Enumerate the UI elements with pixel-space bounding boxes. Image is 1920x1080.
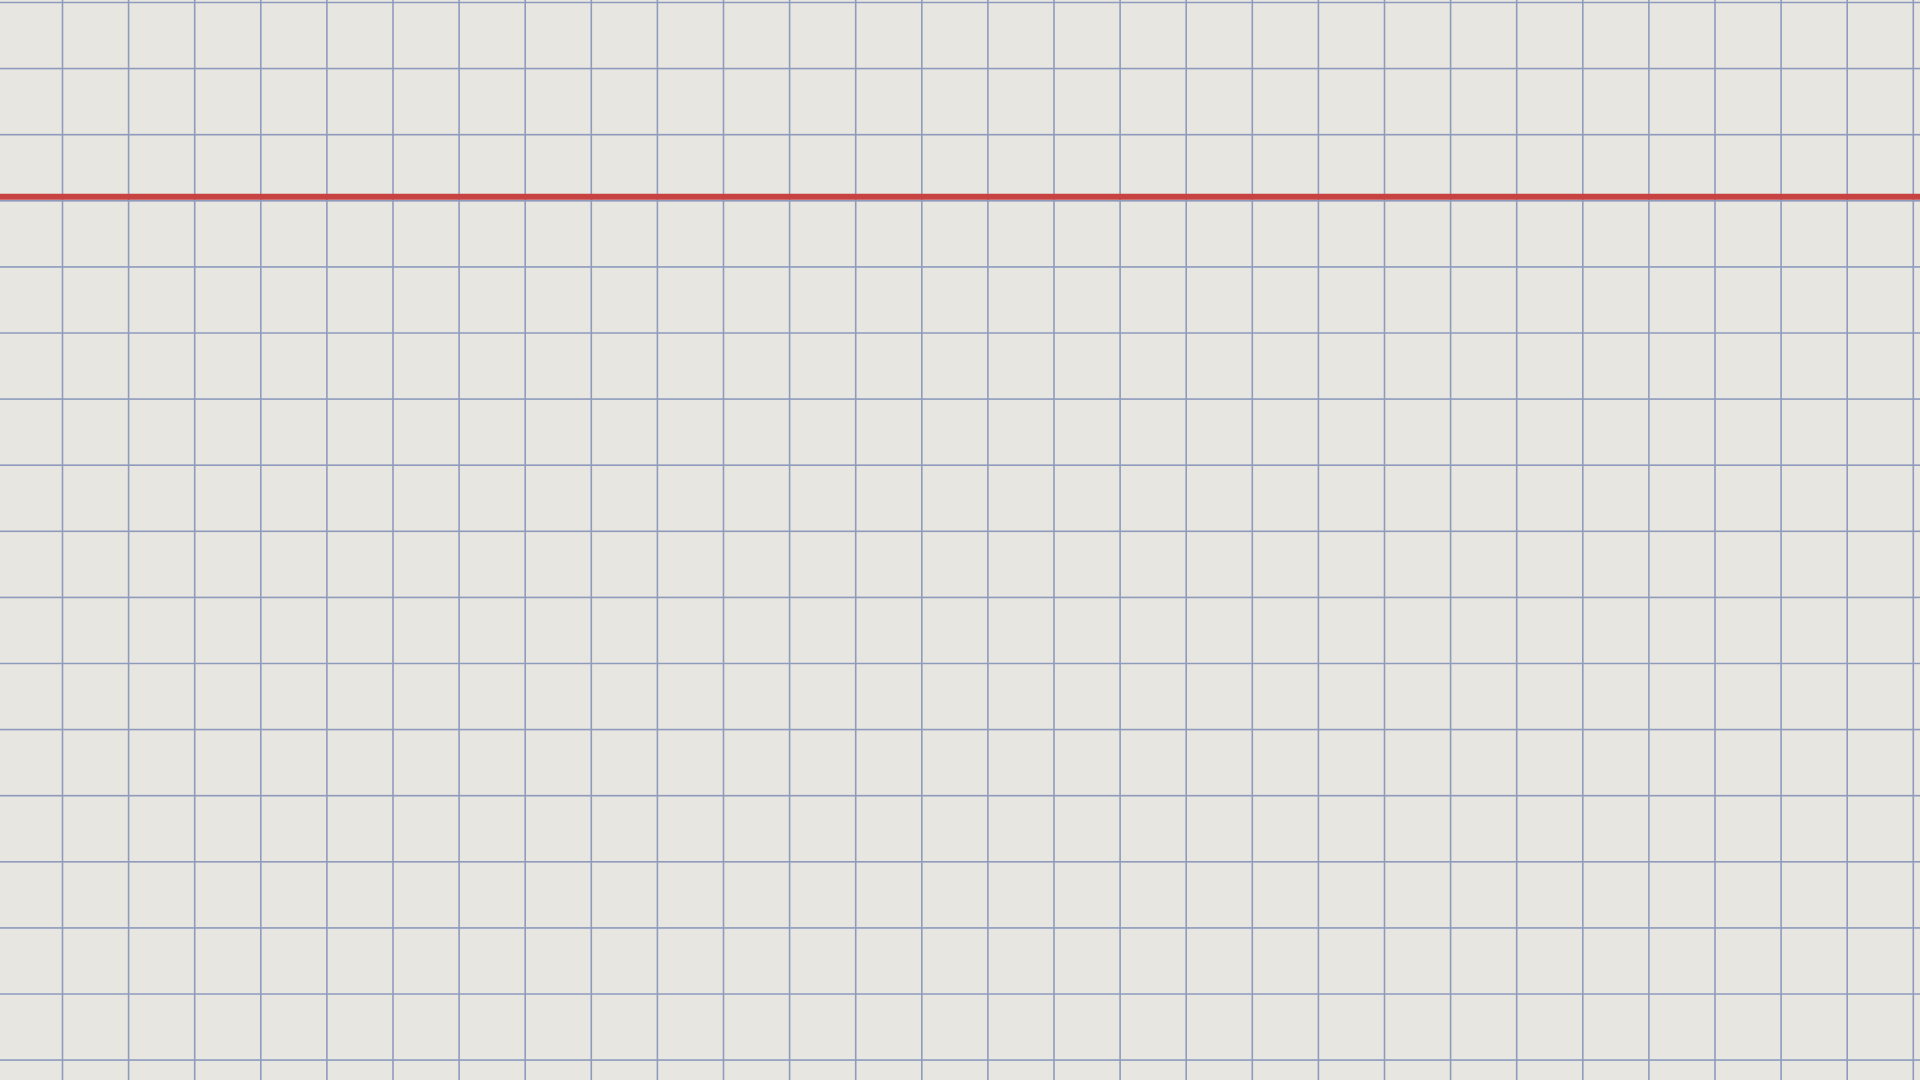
vertical-grid-lines [61, 0, 1915, 1080]
